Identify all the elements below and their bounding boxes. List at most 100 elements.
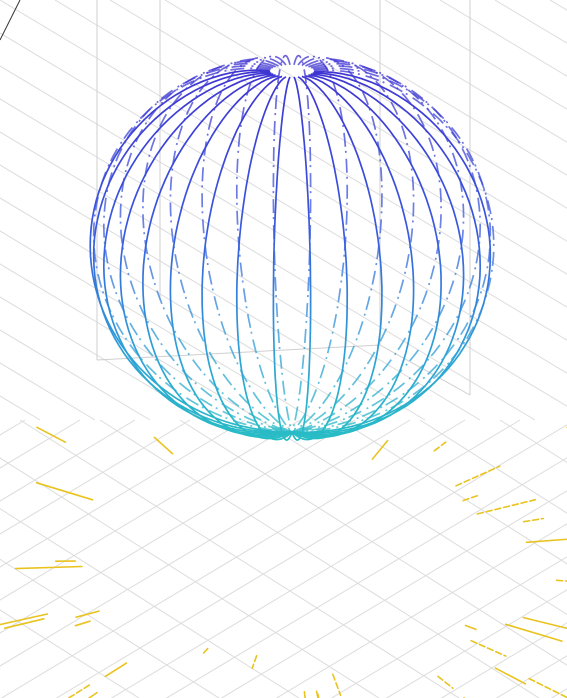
stroke: [74, 620, 91, 627]
grid-line: [330, 556, 567, 698]
curves: [89, 54, 495, 441]
stroke: [153, 436, 174, 455]
stroke: [75, 610, 100, 619]
grid-line: [440, 622, 567, 698]
curve: [291, 54, 312, 433]
stroke: [455, 465, 501, 487]
stroke: [504, 623, 563, 642]
curve: [291, 76, 349, 441]
grid-line: [0, 296, 206, 421]
curve: [92, 67, 293, 433]
stroke: [201, 647, 209, 656]
curve: [235, 55, 293, 433]
curve: [201, 56, 293, 433]
stroke: [14, 565, 83, 570]
grid-line: [259, 419, 567, 616]
grid-line: [0, 329, 151, 421]
curve: [142, 60, 293, 433]
curve: [291, 76, 312, 441]
grid-line: [0, 263, 261, 421]
grid-line: [439, 0, 567, 77]
stroke: [371, 439, 389, 460]
grid-line: [0, 230, 316, 421]
grid-line: [109, 0, 567, 275]
stroke: [104, 662, 128, 678]
grid-line: [99, 419, 540, 698]
floor-projection: [0, 426, 567, 698]
curve: [291, 65, 482, 433]
curve: [291, 58, 415, 433]
grid-line: [384, 0, 567, 110]
stroke: [462, 493, 481, 502]
grid-line: [339, 419, 567, 565]
curve: [89, 69, 293, 433]
stroke: [331, 673, 342, 697]
stroke: [251, 654, 258, 670]
grid-line: [0, 197, 371, 421]
grid-line: [0, 419, 466, 698]
curve: [291, 60, 442, 433]
curve: [291, 74, 415, 439]
curve: [291, 74, 442, 437]
grid-line: [0, 164, 426, 421]
grid-line: [0, 0, 567, 341]
grid-line: [0, 419, 356, 634]
stroke: [522, 616, 567, 630]
grid-line: [275, 523, 567, 698]
grid-line: [0, 419, 191, 535]
grid-line: [110, 424, 567, 698]
grid-line: [220, 490, 567, 698]
grid-line: [274, 0, 567, 176]
grid-line: [0, 65, 567, 407]
stroke: [3, 617, 45, 630]
stroke: [433, 441, 447, 452]
grid-line: [19, 419, 460, 698]
grid-line: [0, 419, 411, 667]
grid-line: [385, 589, 567, 698]
stroke: [528, 677, 567, 698]
grid-line: [329, 0, 567, 143]
stroke: [303, 690, 306, 698]
curve: [291, 67, 492, 433]
grid-line: [0, 508, 300, 698]
corner-mark: [0, 0, 21, 41]
stroke: [522, 517, 545, 523]
stroke: [464, 624, 477, 631]
curve: [102, 72, 293, 434]
curve: [272, 54, 293, 433]
stroke: [87, 691, 98, 698]
stroke: [470, 639, 507, 657]
grid-line: [219, 0, 567, 209]
stroke: [525, 538, 567, 544]
stroke: [494, 667, 527, 685]
curve: [119, 73, 293, 436]
grid-line: [0, 32, 567, 374]
stroke: [36, 426, 67, 444]
curve: [119, 62, 293, 433]
curve: [102, 65, 293, 433]
curve: [92, 70, 293, 434]
stroke: [476, 498, 537, 515]
grid-line: [0, 558, 220, 698]
grid-line: [179, 419, 567, 666]
curve: [291, 70, 492, 434]
grid-line: [0, 419, 301, 601]
grid-line: [164, 0, 567, 242]
curve: [291, 73, 465, 436]
grid-line: [419, 419, 567, 514]
stroke: [0, 613, 49, 626]
stroke: [35, 481, 94, 501]
stroke: [67, 684, 91, 698]
grid-line: [165, 457, 567, 698]
stroke: [437, 675, 454, 690]
curve: [291, 75, 383, 440]
grid-line: [54, 0, 567, 308]
curve: [291, 69, 495, 433]
grid-line: [0, 419, 136, 502]
grid-line: [55, 419, 521, 698]
grid-line: [0, 419, 246, 568]
curve: [169, 58, 293, 433]
